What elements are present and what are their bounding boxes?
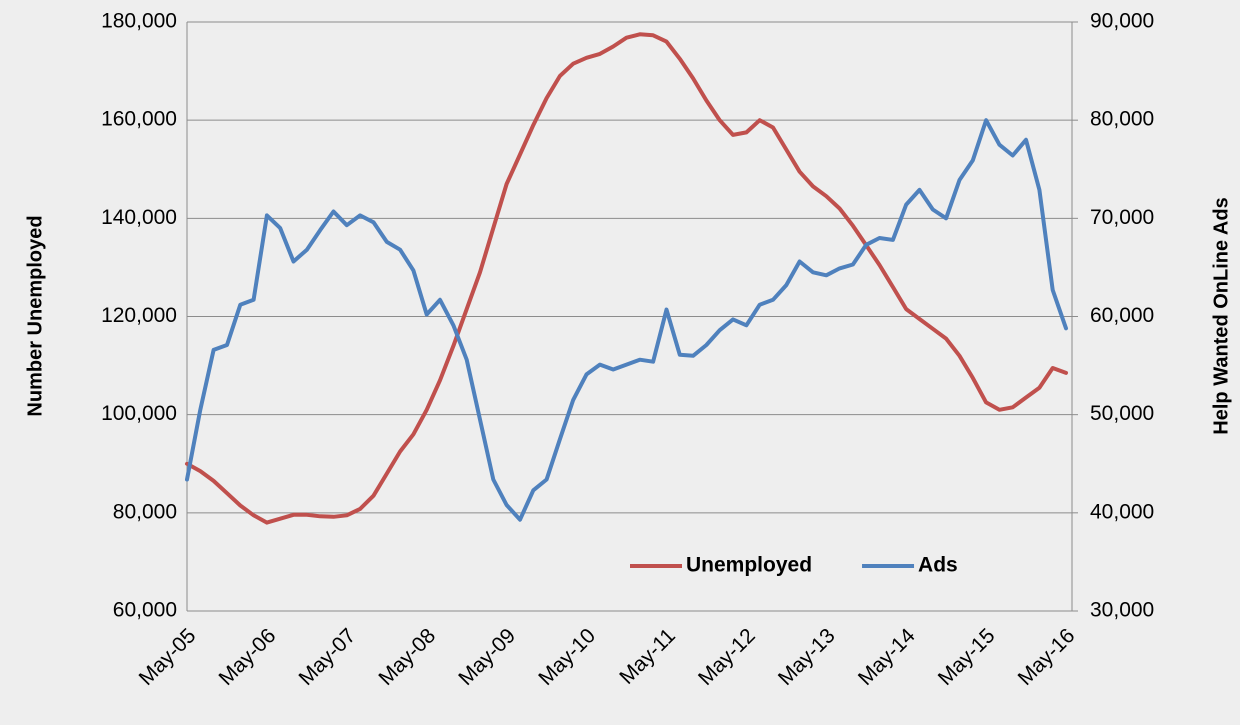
- y-tick-label: 160,000: [101, 108, 177, 131]
- series-line: [185, 118, 1068, 522]
- x-tick-label: May-10: [534, 624, 600, 690]
- x-tick-label: May-06: [215, 624, 281, 690]
- y2-tick-label: 50,000: [1090, 402, 1154, 425]
- y-tick-label: 80,000: [113, 500, 177, 523]
- y-tick-label: 140,000: [101, 206, 177, 229]
- y-tick-label: 60,000: [113, 599, 177, 622]
- x-tick-label: May-16: [1014, 624, 1080, 690]
- y-tick-label: 120,000: [101, 304, 177, 327]
- x-tick-label: May-07: [294, 624, 360, 690]
- y2-tick-label: 40,000: [1090, 500, 1154, 523]
- series-line: [185, 32, 1068, 525]
- x-tick-label: May-11: [615, 624, 680, 689]
- y2-tick-label: 80,000: [1090, 108, 1154, 131]
- x-tick-label: May-13: [774, 624, 840, 690]
- x-tick-label: May-15: [934, 624, 1000, 690]
- y-axis-title: Number Unemployed: [24, 215, 46, 416]
- legend-label: Ads: [918, 554, 958, 577]
- legend-label: Unemployed: [686, 554, 812, 577]
- y2-tick-label: 90,000: [1090, 10, 1154, 33]
- x-tick-label: May-14: [854, 624, 920, 690]
- x-tick-label: May-08: [374, 624, 440, 690]
- x-tick-label: May-09: [454, 624, 520, 690]
- x-tick-label: May-05: [135, 624, 201, 690]
- y2-tick-label: 70,000: [1090, 206, 1154, 229]
- y2-tick-label: 30,000: [1090, 599, 1154, 622]
- x-tick-label: May-12: [694, 624, 760, 690]
- y2-axis-title: Help Wanted OnLine Ads: [1210, 197, 1232, 434]
- y-tick-label: 180,000: [101, 10, 177, 33]
- y2-tick-label: 60,000: [1090, 304, 1154, 327]
- y-tick-label: 100,000: [101, 402, 177, 425]
